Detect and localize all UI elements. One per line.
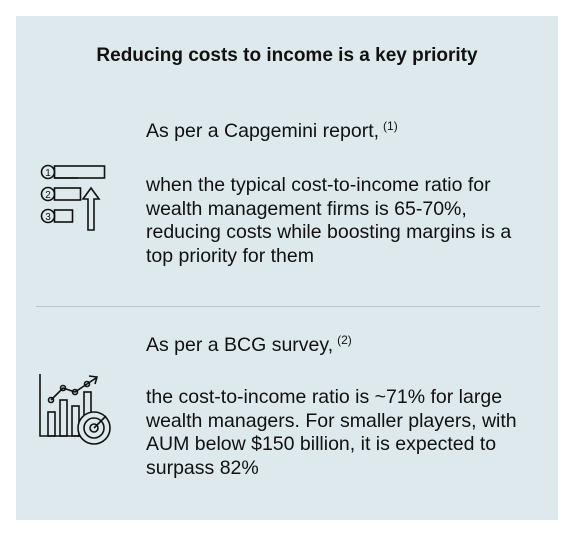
section-2-source-text: As per a BCG survey, [146,334,334,356]
section-2-line: the cost-to-income ratio is ~71% for lar… [146,386,503,408]
section-divider [36,306,540,307]
footnote-2: (2) [337,332,352,347]
svg-text:2: 2 [45,190,51,201]
growth-chart-target-icon [39,374,111,445]
section-2-source: As per a BCG survey, (2) [146,334,352,358]
svg-text:1: 1 [45,168,51,179]
section-1-line: top priority for them [146,244,314,267]
panel-title: Reducing costs to income is a key priori… [96,45,478,66]
footnote-1: (1) [383,118,398,133]
section-2-body: the cost-to-income ratio is ~71% for lar… [146,386,517,480]
section-1-body: when the typical cost-to-income ratio fo… [146,174,511,268]
section-2-line: surpass 82% [146,456,259,479]
section-1-line: wealth management firms is 65-70%, [146,197,467,220]
section-2-line: AUM below $150 billion, it is expected t… [146,433,497,455]
section-1-source: As per a Capgemini report, (1) [146,120,398,144]
section-2-line: wealth managers. For smaller players, wi… [146,409,517,432]
priority-list-icon: 1 2 3 [40,164,106,231]
svg-text:3: 3 [45,212,51,223]
section-1-source-text: As per a Capgemini report, [146,120,380,142]
section-1-line: reducing costs while boosting margins is… [146,221,512,243]
priority-panel: Reducing costs to income is a key priori… [16,16,558,520]
section-1-line: when the typical cost-to-income ratio fo… [146,174,491,196]
